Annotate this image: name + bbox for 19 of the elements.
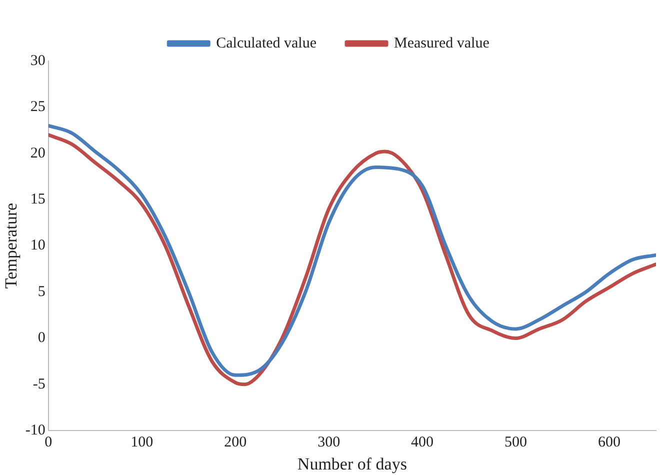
x-tick-label: 600 [598, 434, 621, 451]
y-tick-label: 5 [38, 284, 46, 300]
x-tick-label: 100 [130, 434, 154, 451]
x-tick-label: 300 [318, 434, 340, 451]
y-tick-label: 15 [30, 192, 46, 208]
x-axis-title: Number of days [297, 454, 407, 474]
y-axis-title: Temperature [2, 202, 21, 289]
y-tick-label: 0 [38, 330, 46, 346]
y-tick-label: 25 [30, 99, 46, 116]
y-tick-label: 30 [30, 52, 46, 69]
x-tick-label: 500 [504, 434, 528, 451]
legend-label: Calculated value [216, 35, 317, 52]
x-tick-label: 400 [411, 434, 434, 451]
y-tick-label: -5 [32, 376, 46, 392]
y-tick-label: -10 [25, 422, 46, 439]
x-tick-label: 200 [224, 434, 247, 451]
y-tick-label: 10 [30, 238, 46, 254]
y-tick-label: 20 [30, 145, 46, 162]
legend-label: Measured value [394, 35, 490, 52]
